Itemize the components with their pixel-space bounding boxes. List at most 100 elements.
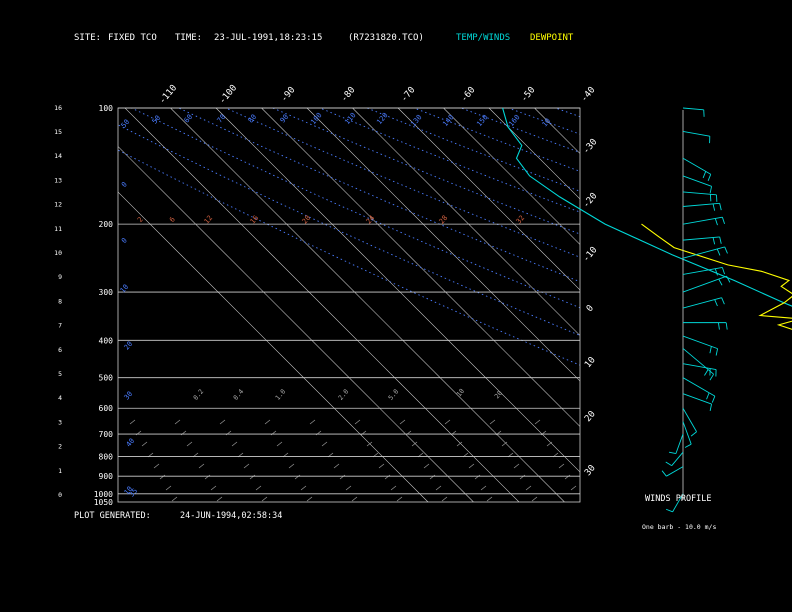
mixing-ratio-label: 32	[515, 214, 527, 226]
height-label: 13	[54, 176, 62, 184]
wind-barb	[666, 466, 684, 477]
height-label: 0	[58, 491, 62, 499]
dry-adiabat	[118, 149, 580, 366]
isotherm-label-top: -80	[339, 85, 357, 104]
isotherm-line	[443, 108, 580, 245]
grid-tick	[558, 463, 565, 469]
grid-tick	[210, 485, 217, 491]
isotherm-label-right: 0	[585, 303, 596, 314]
wind-barb	[682, 202, 720, 207]
height-label: 15	[54, 128, 62, 136]
isotherm-label-right: -10	[581, 245, 599, 264]
grid-tick	[444, 419, 451, 425]
chart-series	[502, 107, 792, 330]
grid-mixing-label: 0.2	[192, 388, 206, 402]
theta-label: 90	[279, 113, 291, 125]
grid-tick	[306, 496, 313, 502]
height-label: 14	[54, 152, 62, 160]
dry-adiabat	[697, 108, 792, 502]
grid-tick	[474, 474, 481, 480]
grid-mixing-label: 1.0	[274, 388, 288, 402]
mixing-ratio-label: 12	[203, 214, 215, 226]
wind-barb	[682, 348, 714, 375]
wind-barb-flag	[707, 174, 712, 181]
wind-barb-flag	[721, 267, 726, 275]
grid-tick	[501, 441, 508, 447]
mixing-ratio-line	[651, 224, 792, 502]
wind-barb-flag	[712, 203, 716, 211]
pressure-label: 700	[99, 430, 114, 439]
height-label: 10	[54, 249, 62, 257]
wind-barb	[682, 267, 723, 275]
isotherm-line	[261, 108, 580, 427]
theta-label: 50	[120, 118, 132, 130]
grid-tick	[204, 474, 211, 480]
wind-barb-flag	[709, 186, 713, 194]
grid-tick	[333, 463, 340, 469]
height-label: 1	[58, 467, 62, 475]
theta-label: 120	[375, 111, 389, 126]
isotherm-label-top: -110	[158, 83, 180, 106]
isotherm-line	[352, 108, 580, 336]
grid-tick	[255, 485, 262, 491]
theta-label: 0	[120, 237, 129, 245]
mixing-ratio-line	[679, 224, 792, 502]
isotherm-line	[124, 108, 520, 502]
grid-tick	[399, 419, 406, 425]
wind-barb-flag	[684, 443, 692, 448]
height-label: 11	[54, 225, 62, 233]
grid-tick	[366, 441, 373, 447]
wind-barb	[682, 236, 720, 241]
grid-tick	[219, 419, 226, 425]
grid-tick	[429, 474, 436, 480]
isotherm-line	[488, 108, 580, 200]
theta-label: 100	[309, 111, 323, 126]
isotherm-label-top: -70	[399, 85, 417, 104]
wind-barb	[682, 335, 718, 350]
mixing-ratio-label: 28	[438, 214, 450, 226]
dry-adiabat	[461, 108, 580, 153]
grid-tick	[129, 419, 136, 425]
height-label: 3	[58, 418, 62, 426]
theta-label: 110	[343, 111, 357, 126]
theta-label: 130	[409, 113, 423, 128]
wind-barb-flag	[661, 470, 667, 477]
wind-barb-flag	[716, 248, 721, 256]
pressure-label: 800	[99, 452, 114, 461]
height-label: 4	[58, 394, 62, 402]
grid-tick	[261, 496, 268, 502]
mixing-ratio-label: 16	[249, 214, 261, 226]
theta-label: 60	[183, 113, 195, 125]
theta-label: 150	[475, 113, 489, 128]
wind-barb	[671, 451, 684, 466]
wind-barb-flag	[718, 278, 723, 286]
theta-label: 30	[123, 390, 135, 402]
height-label: 7	[58, 322, 62, 330]
wind-barb	[682, 297, 722, 309]
theta-label: 20	[123, 340, 135, 352]
isotherm-line	[762, 108, 792, 502]
theta-label: 50	[151, 114, 163, 126]
isotherm-line	[118, 146, 474, 502]
grid-tick	[276, 441, 283, 447]
pressure-label: 900	[99, 472, 114, 481]
grid-tick	[468, 463, 475, 469]
grid-tick	[198, 463, 205, 469]
grid-tick	[153, 463, 160, 469]
wind-barb	[682, 275, 727, 293]
mixing-ratio-label: 6	[168, 216, 177, 224]
dry-adiabat	[555, 108, 580, 118]
pressure-label: 500	[99, 374, 114, 383]
theta-label: 10	[119, 283, 131, 295]
dry-adiabat	[366, 108, 580, 192]
grid-tick	[216, 496, 223, 502]
wind-barb-flag	[704, 369, 709, 376]
grid-tick	[159, 474, 166, 480]
wind-barb	[682, 191, 717, 196]
grid-tick	[378, 463, 385, 469]
wind-barb	[682, 363, 717, 370]
wind-barb-flag	[724, 246, 728, 254]
grid-tick	[396, 496, 403, 502]
theta-label: 70	[216, 113, 228, 125]
